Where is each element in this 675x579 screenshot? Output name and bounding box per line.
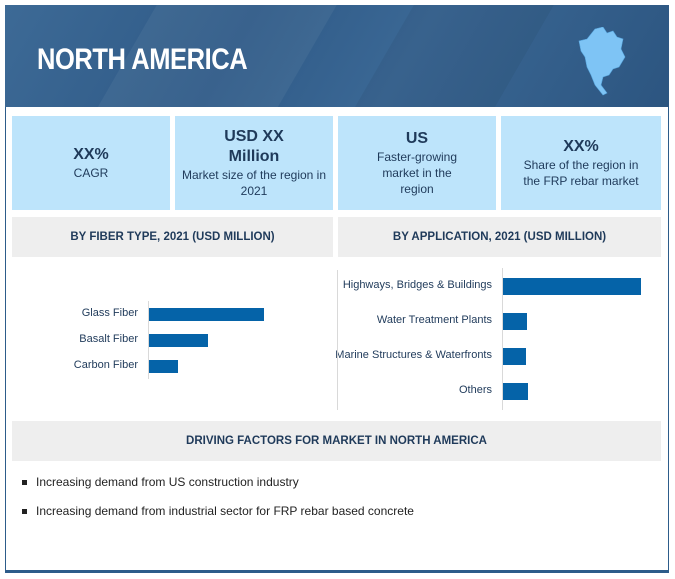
driver-item: Increasing demand from industrial sector… [22,504,414,518]
stat-label: CAGR [73,166,109,180]
stat-cagr: XX% CAGR [12,116,170,210]
category-label: Highways, Bridges & Buildings [342,279,492,291]
category-label: Glass Fiber [81,307,138,319]
driver-text: Increasing demand from US construction i… [36,475,299,489]
bullet-icon [22,479,27,485]
stat-label: Share of the region in the FRP rebar mar… [523,158,639,188]
stat-market-size: USD XX Million Market size of the region… [175,116,333,210]
category-label: Others [458,384,492,396]
section-driving-factors: DRIVING FACTORS FOR MARKET IN NORTH AMER… [12,421,661,461]
category-label: Basalt Fiber [79,333,138,345]
stat-region-share: XX% Share of the region in the FRP rebar… [501,116,661,210]
bar [149,307,264,321]
bullet-icon [22,508,27,514]
category-label: Water Treatment Plants [376,314,492,326]
category-label: Carbon Fiber [73,359,138,371]
bar [149,333,208,347]
stat-value: XX% [73,146,109,163]
header-banner: NORTH AMERICA [5,5,669,107]
bar [503,382,528,400]
category-label: Marine Structures & Waterfronts [335,349,492,361]
stat-label: Market size of the region in 2021 [181,168,327,198]
page-title: NORTH AMERICA [37,43,248,76]
chart-divider [337,270,338,410]
bar [149,359,178,373]
section-application: BY APPLICATION, 2021 (USD MILLION) [338,217,661,257]
stat-fastest-market: US Faster-growing market in the region [338,116,496,210]
section-fiber-type: BY FIBER TYPE, 2021 (USD MILLION) [12,217,333,257]
bar [503,277,641,295]
driver-item: Increasing demand from US construction i… [22,475,299,489]
stat-value: USD XX Million [224,128,284,165]
north-america-map-icon [578,27,626,96]
stat-value: US [405,130,429,147]
bar [503,312,527,330]
driver-text: Increasing demand from industrial sector… [36,504,414,518]
category-axis [502,268,503,410]
stat-value: XX% [563,138,599,155]
bar [503,347,526,365]
stat-label: Faster-growing market in the region [376,150,458,196]
category-axis [148,301,149,379]
